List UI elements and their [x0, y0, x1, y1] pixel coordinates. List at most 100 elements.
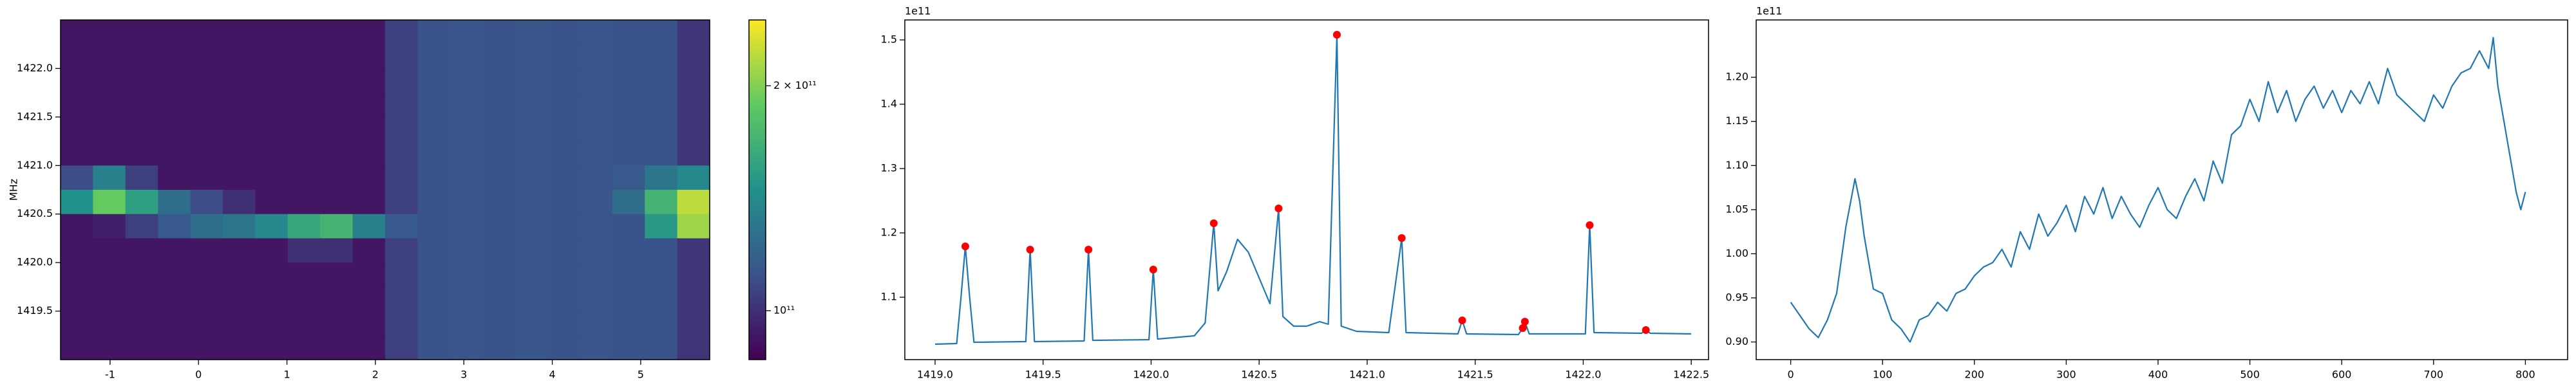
heatmap-cell	[645, 238, 678, 263]
axes-frame	[904, 19, 1709, 360]
heatmap-cell	[61, 165, 93, 190]
heatmap-cell	[385, 165, 418, 190]
heatmap-cell	[612, 93, 645, 118]
peak-marker	[1209, 219, 1218, 227]
x-tick-label: 500	[2240, 369, 2260, 381]
heatmap-cell	[320, 93, 354, 118]
x-tick-label: 2	[372, 369, 379, 381]
heatmap-cell	[385, 20, 418, 45]
heatmap-cell	[547, 141, 580, 166]
heatmap-cell	[385, 116, 418, 142]
peak-marker	[1397, 234, 1406, 242]
heatmap-cell	[515, 20, 548, 45]
heatmap-cell	[125, 311, 158, 336]
heatmap-cell	[417, 116, 451, 142]
heatmap-cell	[61, 141, 93, 166]
heatmap-cell	[93, 190, 126, 215]
heatmap-cell	[612, 68, 645, 93]
y-tick-label: 1421.0	[17, 159, 53, 171]
heatmap-cell	[547, 44, 580, 69]
heatmap-cell	[190, 214, 223, 239]
heatmap-cell	[320, 165, 354, 190]
heatmap-cell	[547, 116, 580, 142]
y-tick-label: 1421.5	[17, 110, 53, 122]
heatmap-cell	[352, 20, 386, 45]
heatmap-cell	[645, 68, 678, 93]
heatmap-cell	[320, 68, 354, 93]
heatmap-cell	[352, 165, 386, 190]
heatmap-cell	[158, 141, 191, 166]
heatmap-cell	[677, 165, 710, 190]
heatmap-cell	[61, 190, 93, 215]
heatmap-cell	[93, 44, 126, 69]
heatmap-cell	[385, 262, 418, 288]
heatmap-cell	[223, 68, 256, 93]
heatmap-cell	[223, 262, 256, 288]
heatmap-cell	[320, 44, 354, 69]
heatmap-cell	[580, 238, 613, 263]
heatmap-cell	[547, 335, 580, 360]
heatmap-cell	[515, 190, 548, 215]
heatmap-cell	[417, 335, 451, 360]
heatmap-cell	[515, 68, 548, 93]
y-tick-label: 1420.5	[17, 207, 53, 219]
y-tick-label: 1.00	[1725, 247, 1748, 259]
axes-frame	[1756, 19, 2568, 360]
x-tick-label: 1420.5	[1241, 369, 1277, 381]
heatmap-cell	[158, 68, 191, 93]
heatmap-cell	[158, 116, 191, 142]
heatmap-cell	[93, 68, 126, 93]
heatmap-cell	[287, 141, 321, 166]
heatmap-cell	[158, 214, 191, 239]
heatmap-cell	[645, 286, 678, 312]
heatmap-cell	[645, 116, 678, 142]
data-line	[934, 33, 1692, 345]
heatmap-cell	[320, 190, 354, 215]
heatmap-cell	[320, 214, 354, 239]
heatmap-cell	[93, 262, 126, 288]
heatmap-cell	[352, 262, 386, 288]
heatmap-cell	[255, 190, 289, 215]
heatmap-cell	[612, 262, 645, 288]
heatmap-cell	[190, 238, 223, 263]
heatmap-cell	[287, 311, 321, 336]
x-tick-label: 3	[460, 369, 467, 381]
heatmap-cell	[677, 311, 710, 336]
heatmap-cell	[93, 20, 126, 45]
y-tick-label: 1420.0	[17, 256, 53, 268]
heatmap-cell	[190, 68, 223, 93]
heatmap-cell	[61, 214, 93, 239]
x-tick-label: 300	[2056, 369, 2076, 381]
colorbar-frame	[748, 19, 766, 360]
heatmap-cell	[677, 93, 710, 118]
heatmap-cell	[93, 93, 126, 118]
heatmap-cell	[320, 116, 354, 142]
heatmap-cell	[450, 190, 483, 215]
heatmap-cell	[385, 68, 418, 93]
heatmap-cell	[352, 190, 386, 215]
heatmap-cell	[223, 20, 256, 45]
heatmap-cell	[515, 238, 548, 263]
heatmap-cell	[61, 311, 93, 336]
heatmap-cell	[385, 286, 418, 312]
heatmap-cell	[158, 93, 191, 118]
heatmap-cell	[223, 190, 256, 215]
x-tick-label: 0	[1788, 369, 1794, 381]
heatmap-cell	[385, 335, 418, 360]
heatmap-cell	[677, 286, 710, 312]
heatmap-cell	[515, 141, 548, 166]
x-tick-label: -1	[105, 369, 115, 381]
y-tick-label: 1419.5	[17, 304, 53, 317]
heatmap-cell	[677, 262, 710, 288]
heatmap-cell	[482, 68, 516, 93]
heatmap-cell	[515, 286, 548, 312]
y-tick-label: 1.4	[881, 98, 897, 110]
heatmap-cell	[61, 335, 93, 360]
heatmap-cell	[417, 190, 451, 215]
heatmap-cell	[417, 20, 451, 45]
peak-marker	[1026, 246, 1034, 253]
heatmap-cell	[482, 238, 516, 263]
heatmap-cell	[223, 44, 256, 69]
heatmap-cell	[93, 286, 126, 312]
heatmap-cell	[320, 286, 354, 312]
